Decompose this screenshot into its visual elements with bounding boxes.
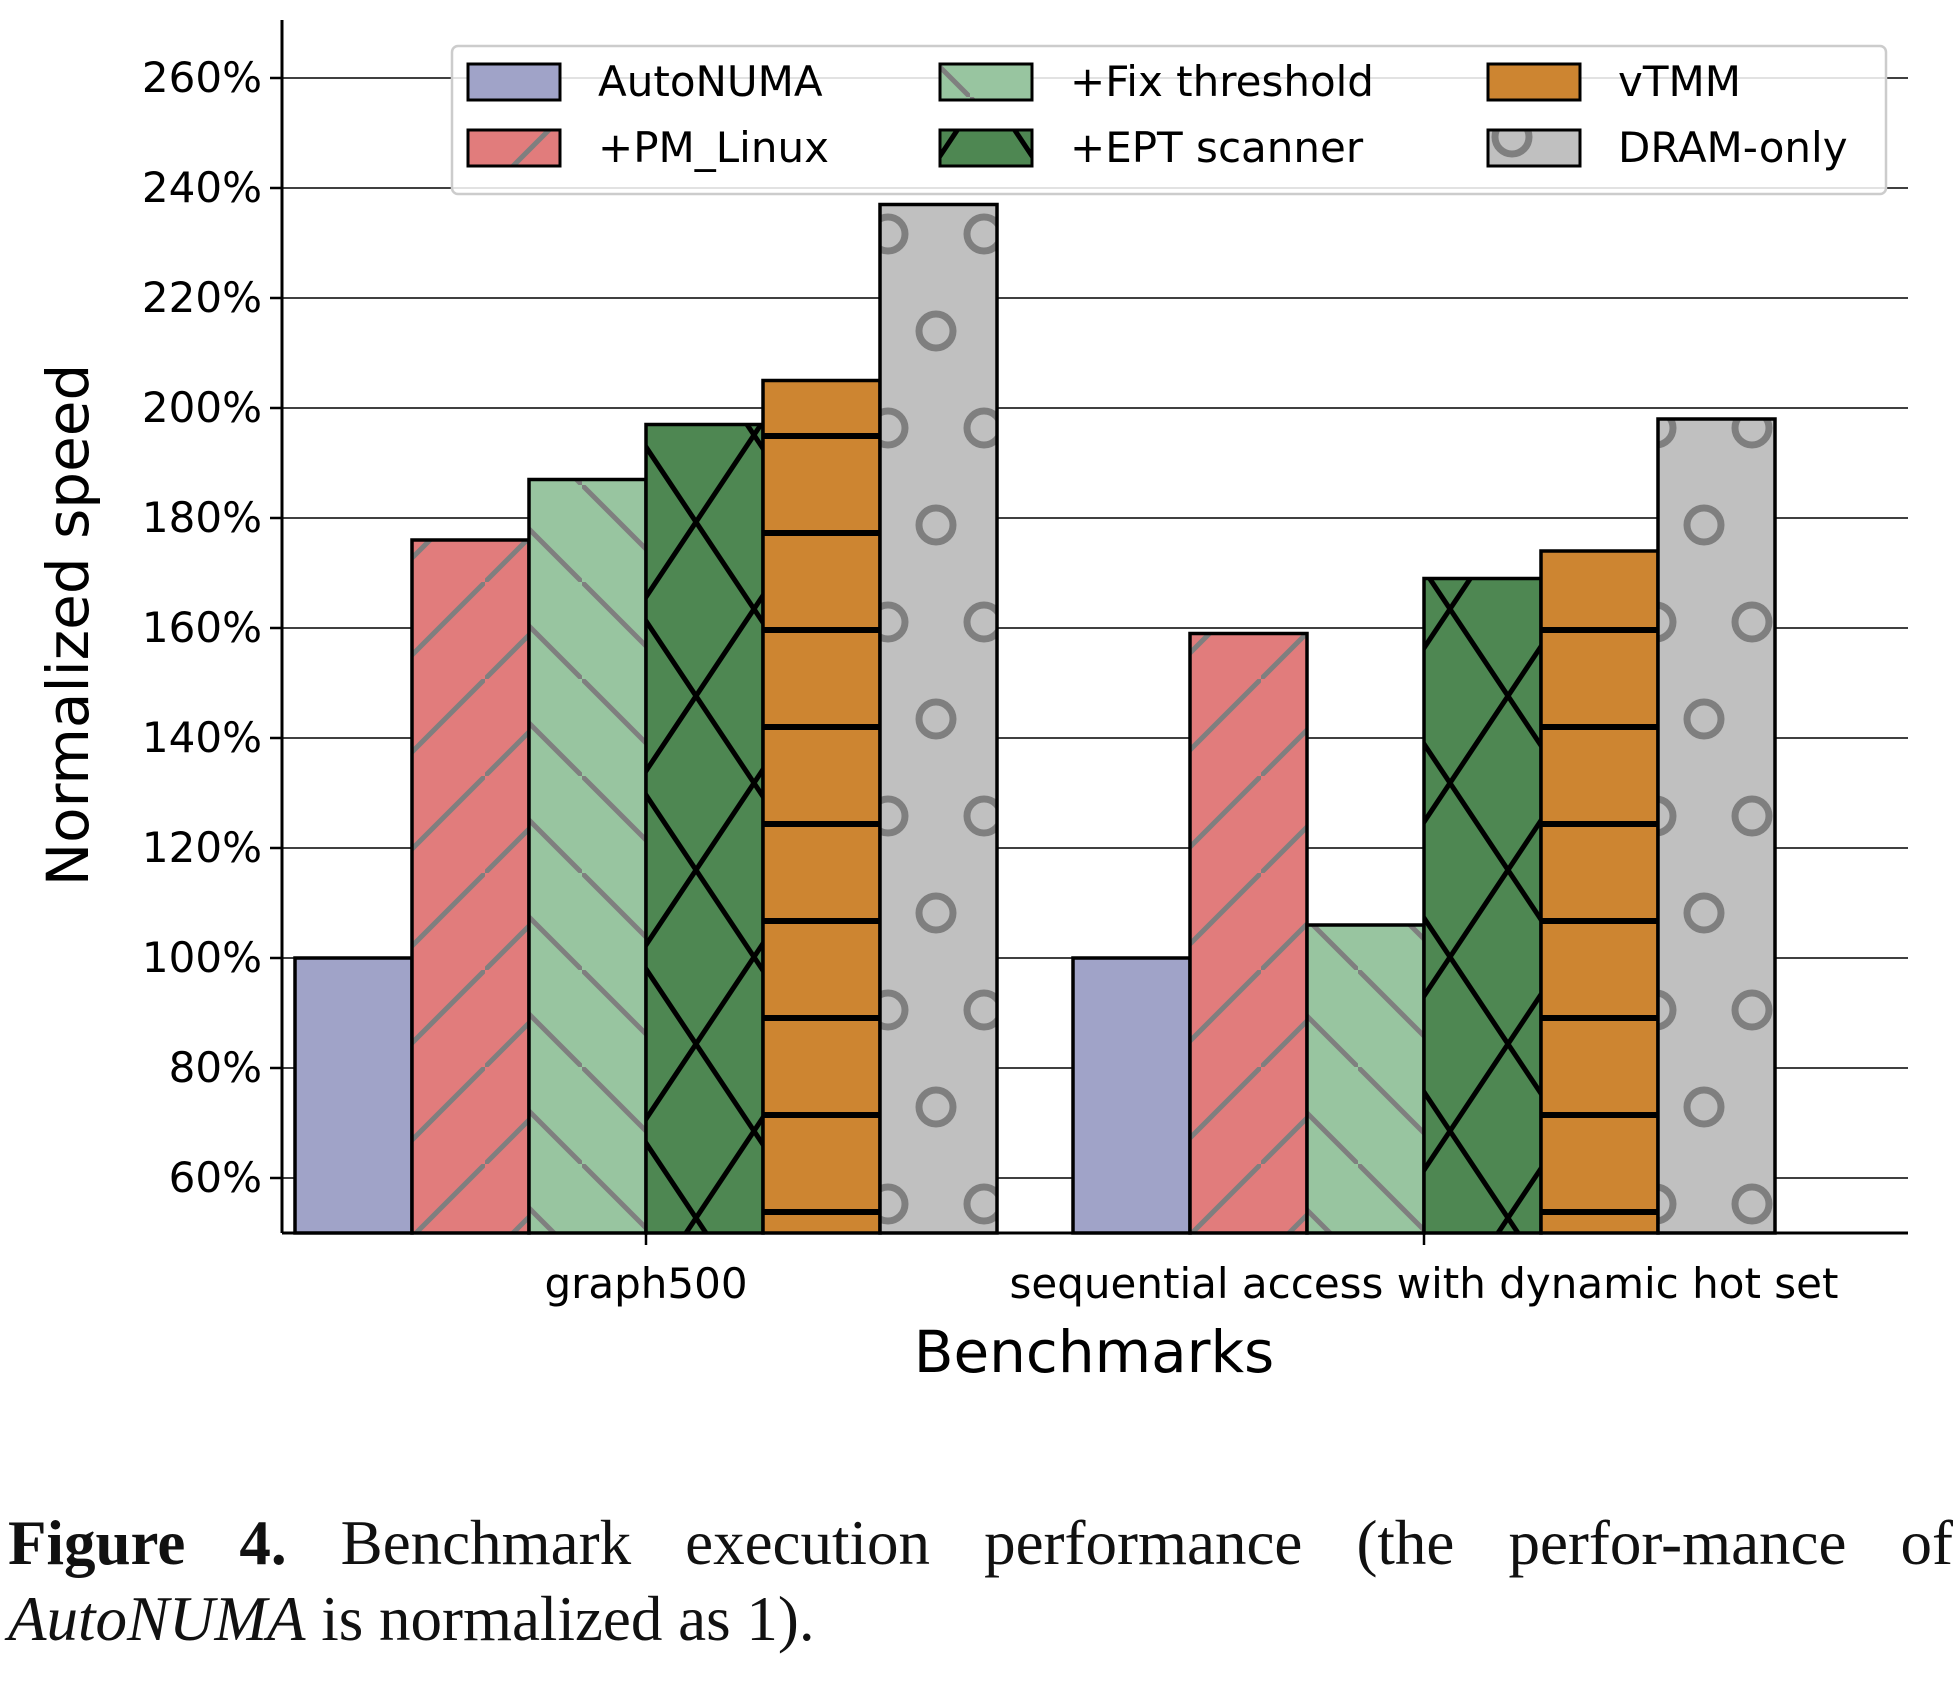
bar-ept-scanner-2	[1422, 576, 1543, 1235]
legend-label: AutoNUMA	[598, 57, 823, 106]
bar-autonuma-1	[293, 956, 414, 1235]
legend-entry: +PM_Linux	[466, 123, 829, 172]
bar-pm-linux-2	[1188, 631, 1309, 1235]
legend-label: +EPT scanner	[1070, 123, 1364, 172]
bar-fix-threshold-1	[527, 477, 648, 1235]
bar-dram-only-1	[878, 202, 999, 1235]
y-tick-label: 160%	[142, 603, 262, 652]
caption-text-after: is normalized as 1).	[305, 1584, 815, 1654]
y-tick-label: 100%	[142, 933, 262, 982]
x-tick-label: sequential access with dynamic hot set	[1010, 1259, 1839, 1308]
y-tick-label: 60%	[169, 1153, 262, 1202]
y-tick-label: 120%	[142, 823, 262, 872]
y-tick-label: 240%	[142, 163, 262, 212]
legend-label: +PM_Linux	[598, 123, 829, 172]
tick-labels: 60% 80% 100% 120% 140% 160% 180% 200% 220% 240% 26…	[142, 53, 1839, 1308]
caption-label: Figure 4.	[8, 1508, 287, 1578]
caption-text-before: Benchmark execution performance (the per…	[286, 1508, 1953, 1578]
bar-fix-threshold-2	[1305, 923, 1426, 1235]
bar-dram-only-2	[1656, 417, 1777, 1235]
legend-label: vTMM	[1618, 57, 1741, 106]
x-axis-label: Benchmarks	[914, 1318, 1275, 1386]
bars	[293, 202, 1777, 1235]
legend-label: +Fix threshold	[1070, 57, 1374, 106]
y-tick-label: 200%	[142, 383, 262, 432]
legend-entry: +Fix threshold	[938, 57, 1374, 106]
bar-pm-linux-1	[410, 538, 531, 1235]
legend-entry: AutoNUMA	[466, 57, 823, 106]
caption-italic: AutoNUMA	[8, 1584, 306, 1654]
legend-entry: +EPT scanner	[938, 123, 1364, 172]
bar-autonuma-2	[1071, 956, 1192, 1235]
y-tick-label: 140%	[142, 713, 262, 762]
y-tick-label: 260%	[142, 53, 262, 102]
bar-vtmm-1	[761, 378, 882, 1235]
bar-ept-scanner-1	[644, 422, 765, 1235]
y-tick-label: 180%	[142, 493, 262, 542]
bar-vtmm-2	[1539, 549, 1660, 1235]
y-axis-label: Normalized speed	[34, 364, 102, 887]
figure-caption: Figure 4. Benchmark execution performanc…	[8, 1505, 1953, 1657]
x-tick-label: graph500	[544, 1259, 747, 1308]
legend: AutoNUMA +PM_Linux +Fix threshold +EPT scan…	[450, 44, 1888, 196]
y-tick-label: 80%	[169, 1043, 262, 1092]
legend-entry: vTMM	[1486, 57, 1741, 106]
legend-entry: DRAM-only	[1486, 123, 1848, 172]
axes	[270, 20, 1908, 1245]
legend-label: DRAM-only	[1618, 123, 1848, 172]
y-tick-label: 220%	[142, 273, 262, 322]
